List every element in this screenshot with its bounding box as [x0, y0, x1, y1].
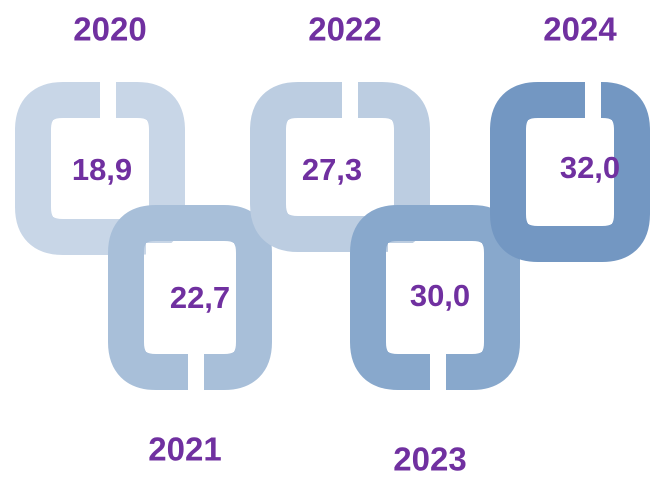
infographic: 18,9 2020 22,7 2021 27,3 2022 30,0 2023 32,0 2024: [0, 0, 667, 475]
value-label: 22,7: [170, 280, 230, 315]
value-label: 30,0: [410, 278, 470, 313]
value-label: 18,9: [72, 152, 132, 187]
year-label: 2023: [393, 441, 466, 475]
year-label: 2024: [543, 11, 617, 48]
year-label: 2020: [73, 11, 146, 48]
value-label: 32,0: [560, 150, 620, 185]
year-label: 2021: [148, 431, 221, 468]
value-label: 27,3: [302, 152, 362, 187]
page: {"items": [ {"year": "2020", "value": "1…: [0, 0, 667, 475]
year-label: 2022: [308, 11, 381, 48]
